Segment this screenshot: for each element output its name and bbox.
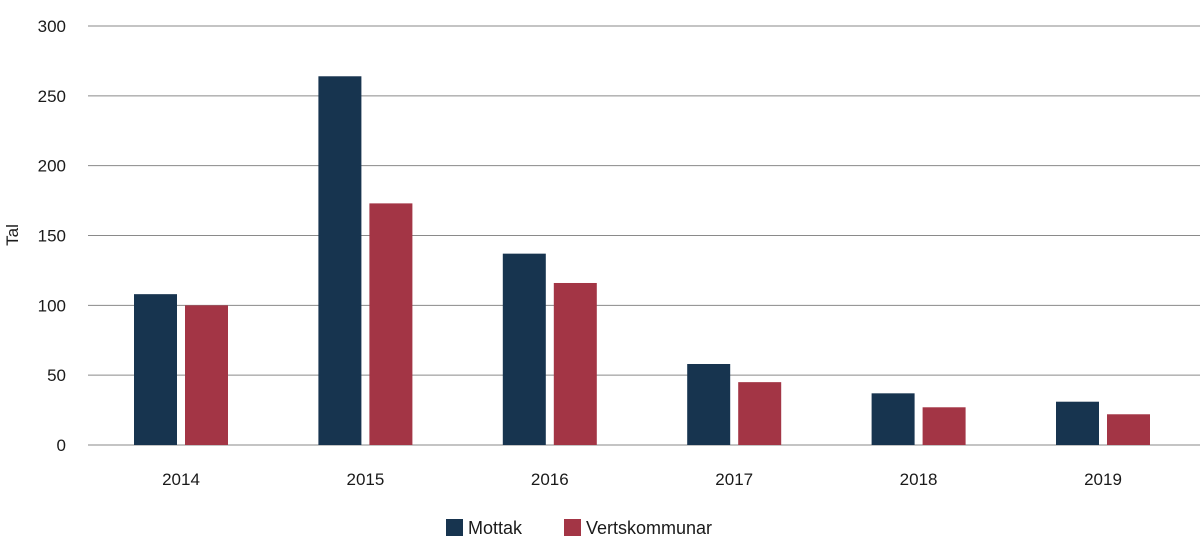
bar-mottak-2014 [134,294,177,445]
bar-vertskommunar-2019 [1107,414,1150,445]
bar-vertskommunar-2014 [185,305,228,445]
gridlines [88,25,1200,446]
y-axis-title: Tal [3,224,22,246]
bar-mottak-2018 [871,393,915,445]
y-tick-label: 50 [47,366,66,385]
bar-vertskommunar-2018 [922,407,966,445]
y-tick-label: 300 [38,17,66,36]
bar-vertskommunar-2016 [553,282,597,445]
x-tick-label: 2017 [715,470,753,489]
legend-label-vertskommunar: Vertskommunar [586,518,712,538]
bar-mottak-2019 [1056,401,1099,445]
legend-swatch-mottak [446,519,463,536]
x-tick-label: 2018 [900,470,938,489]
legend-swatch-vertskommunar [564,519,581,536]
bar-mottak-2016 [502,253,546,445]
bar-vertskommunar-2015 [369,203,413,445]
bar-vertskommunar-2017 [738,382,782,445]
x-tick-label: 2016 [531,470,569,489]
y-tick-label: 0 [57,436,66,455]
x-tick-label: 2019 [1084,470,1122,489]
bars [134,76,1150,445]
y-tick-label: 150 [38,227,66,246]
x-axis-ticks: 2014 2015 2016 2017 2018 2019 [162,470,1122,489]
legend-label-mottak: Mottak [468,518,523,538]
y-axis-ticks: 0 50 100 150 200 250 300 [38,17,66,455]
legend: Mottak Vertskommunar [446,518,712,538]
bar-mottak-2015 [318,76,362,445]
bar-mottak-2017 [687,363,731,445]
y-tick-label: 250 [38,87,66,106]
y-tick-label: 200 [38,157,66,176]
x-tick-label: 2015 [346,470,384,489]
x-tick-label: 2014 [162,470,200,489]
y-tick-label: 100 [38,296,66,315]
